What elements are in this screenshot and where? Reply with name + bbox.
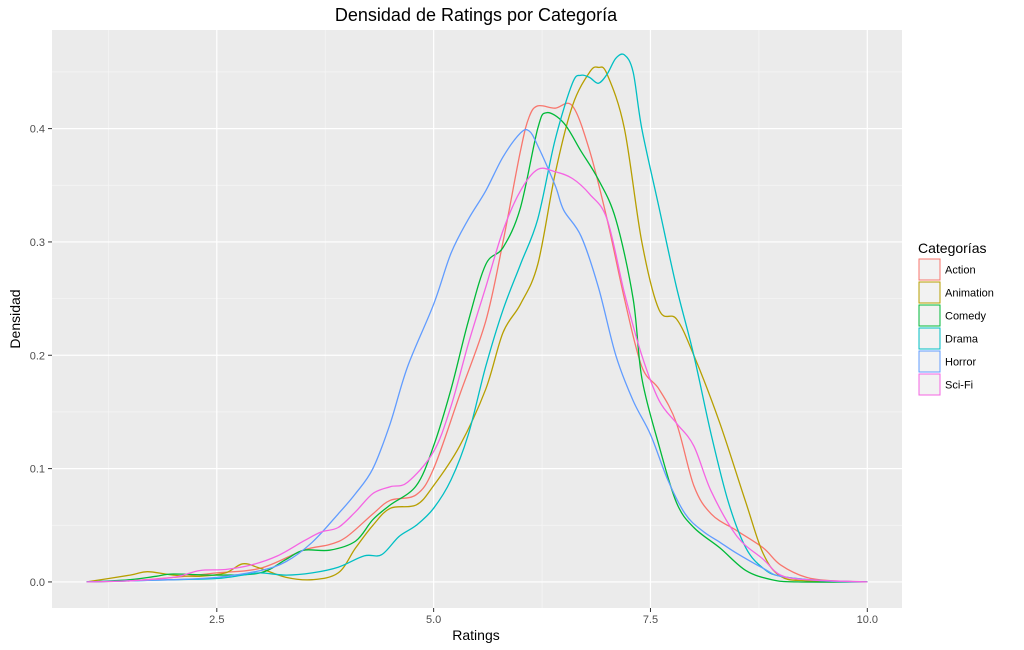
x-tick-label: 5.0 [426, 614, 441, 626]
legend-key-action [918, 258, 941, 281]
legend-key-drama [918, 327, 941, 350]
x-tick-label: 2.5 [209, 614, 224, 626]
x-tick-label: 10.0 [857, 614, 878, 626]
y-tick-label: 0.4 [30, 124, 45, 136]
series-line-action [86, 102, 868, 583]
y-axis-ticks: 0.0 0.1 0.2 0.3 0.4 [30, 124, 52, 589]
legend-label-comedy: Comedy [945, 311, 986, 323]
y-tick-label: 0.1 [30, 464, 45, 476]
series-lines [86, 53, 868, 583]
series-line-comedy [86, 111, 868, 583]
legend-label-sci-fi: Sci-Fi [945, 380, 973, 392]
x-tick-label: 7.5 [643, 614, 658, 626]
series-line-sci-fi [86, 167, 868, 583]
series-line-drama [86, 53, 868, 583]
series-line-horror [86, 128, 868, 583]
x-axis-title: Ratings [452, 627, 499, 643]
legend-label-horror: Horror [945, 357, 977, 369]
y-tick-label: 0.3 [30, 237, 45, 249]
y-tick-label: 0.2 [30, 350, 45, 362]
legend-key-sci-fi [918, 373, 941, 396]
legend-label-action: Action [945, 265, 976, 277]
legend-title: Categorías [918, 240, 986, 256]
legend-key-animation [918, 281, 941, 304]
grid-lines [52, 30, 902, 608]
legend-key-horror [918, 350, 941, 373]
legend: Categorías Action Animation Comedy Drama Hor… [918, 240, 994, 396]
y-tick-label: 0.0 [30, 577, 45, 589]
y-axis-title: Densidad [7, 289, 23, 348]
plot-panel [52, 30, 902, 608]
legend-key-comedy [918, 304, 941, 327]
legend-label-animation: Animation [945, 288, 994, 300]
chart-title: Densidad de Ratings por Categoría [335, 5, 618, 25]
legend-label-drama: Drama [945, 334, 979, 346]
x-axis-ticks: 2.5 5.0 7.5 10.0 [209, 608, 878, 626]
